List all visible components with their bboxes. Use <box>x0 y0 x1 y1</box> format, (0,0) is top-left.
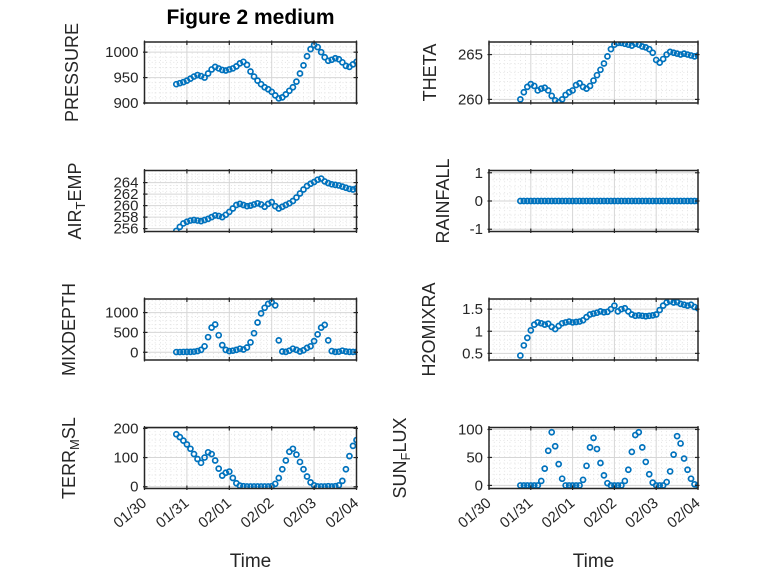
major-grid <box>489 299 698 360</box>
svg-text:100: 100 <box>113 450 138 467</box>
minor-grid <box>144 170 357 232</box>
major-grid <box>489 170 698 232</box>
tick-marks <box>487 169 700 233</box>
axes-box <box>143 41 358 104</box>
data-points <box>516 41 699 104</box>
tick-marks <box>487 297 700 362</box>
subplot-mixdepth: 0 500 1000 MIXDEPTH <box>59 283 358 376</box>
y-axis-label-air_temp: AIRTEMP <box>65 163 88 240</box>
svg-text:01/30: 01/30 <box>110 495 150 532</box>
svg-text:0: 0 <box>130 344 138 361</box>
svg-text:900: 900 <box>113 95 138 112</box>
svg-text:02/04: 02/04 <box>322 495 362 532</box>
svg-text:260: 260 <box>458 91 483 108</box>
tick-marks <box>143 40 358 105</box>
svg-text:02/02: 02/02 <box>238 495 278 532</box>
x-tick-labels: 01/30 01/31 02/01 02/02 02/03 02/04 <box>455 495 704 532</box>
svg-text:262: 262 <box>113 186 138 203</box>
data-points <box>516 428 699 489</box>
svg-text:02/03: 02/03 <box>622 495 662 532</box>
svg-text:260: 260 <box>113 198 138 215</box>
svg-text:200: 200 <box>113 420 138 437</box>
svg-text:1: 1 <box>475 165 483 182</box>
svg-text:02/03: 02/03 <box>280 495 320 532</box>
data-points <box>172 175 357 232</box>
tick-marks <box>487 426 700 490</box>
y-axis-label-theta: THETA <box>420 44 440 102</box>
minor-grid <box>489 299 698 360</box>
x-tick-labels: 01/30 01/31 02/01 02/02 02/03 02/04 <box>110 495 362 532</box>
y-axis-label-rainfall: RAINFALL <box>433 158 453 243</box>
svg-text:500: 500 <box>113 324 138 341</box>
svg-text:50: 50 <box>466 449 483 466</box>
subplot-pressure: 900 950 1000 PRESSURE <box>62 23 358 122</box>
tick-marks <box>143 297 358 362</box>
major-grid <box>144 427 357 489</box>
axes-box <box>143 298 358 361</box>
data-points <box>516 197 699 205</box>
svg-text:1000: 1000 <box>105 305 138 322</box>
tick-marks <box>143 426 358 490</box>
svg-text:0: 0 <box>475 477 483 494</box>
y-tick-labels: 0 50 100 <box>458 421 483 494</box>
svg-text:1: 1 <box>475 323 483 340</box>
minor-grid <box>489 170 698 232</box>
svg-text:02/02: 02/02 <box>580 495 620 532</box>
y-tick-labels: 260 265 <box>458 47 483 109</box>
subplot-sun_flux: 0 50 100 SUNFLUX 01/30 01/31 02/01 02/02 02/03 02… <box>390 418 704 532</box>
svg-text:256: 256 <box>113 221 138 238</box>
y-axis-label-sun_flux: SUNFLUX <box>390 418 413 499</box>
tick-marks <box>487 40 700 105</box>
svg-text:02/01: 02/01 <box>195 495 235 532</box>
x-axis-label-left: Time <box>229 551 272 572</box>
subplot-rainfall: -1 0 1 RAINFALL <box>433 158 700 244</box>
data-points <box>172 298 357 356</box>
svg-text:-1: -1 <box>470 221 483 238</box>
major-grid <box>489 42 698 103</box>
y-tick-labels: 0 500 1000 <box>105 305 138 362</box>
subplot-h2omixra: 0.5 1 1.5 H2OMIXRA <box>419 282 700 377</box>
svg-text:01/30: 01/30 <box>455 495 495 532</box>
axes-box <box>488 41 699 104</box>
svg-text:264: 264 <box>113 175 138 192</box>
svg-text:258: 258 <box>113 209 138 226</box>
major-grid <box>489 427 698 489</box>
y-tick-labels: -1 0 1 <box>470 165 483 238</box>
svg-text:02/04: 02/04 <box>664 495 704 532</box>
svg-text:100: 100 <box>458 421 483 438</box>
y-axis-label-h2omixra: H2OMIXRA <box>419 282 439 376</box>
axes-box <box>488 298 699 361</box>
y-axis-label-pressure: PRESSURE <box>62 23 82 122</box>
y-tick-labels: 0.5 1 1.5 <box>462 301 483 362</box>
svg-text:950: 950 <box>113 70 138 87</box>
svg-text:1.5: 1.5 <box>462 301 483 318</box>
y-axis-label-mixdepth: MIXDEPTH <box>59 283 79 376</box>
y-tick-labels: 0 100 200 <box>113 420 138 495</box>
subplot-theta: 260 265 THETA <box>420 40 700 108</box>
y-tick-labels: 900 950 1000 <box>105 44 138 112</box>
figure-title: Figure 2 medium <box>166 6 335 29</box>
axes-box <box>143 169 358 233</box>
svg-text:0: 0 <box>475 193 483 210</box>
tick-marks <box>143 169 358 233</box>
data-points <box>172 41 357 102</box>
svg-text:01/31: 01/31 <box>497 495 537 532</box>
svg-text:02/01: 02/01 <box>538 495 578 532</box>
svg-text:0: 0 <box>130 479 138 496</box>
svg-text:01/31: 01/31 <box>153 495 193 532</box>
svg-text:265: 265 <box>458 47 483 64</box>
data-points <box>516 298 699 359</box>
minor-grid <box>144 427 357 489</box>
svg-text:0.5: 0.5 <box>462 345 483 362</box>
svg-text:1000: 1000 <box>105 44 138 61</box>
y-axis-label-terr_msl: TERRMSL <box>59 417 82 499</box>
x-axis-label-right: Time <box>572 551 615 572</box>
